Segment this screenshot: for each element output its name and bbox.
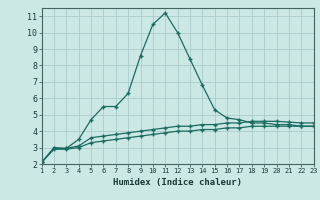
X-axis label: Humidex (Indice chaleur): Humidex (Indice chaleur) xyxy=(113,178,242,187)
